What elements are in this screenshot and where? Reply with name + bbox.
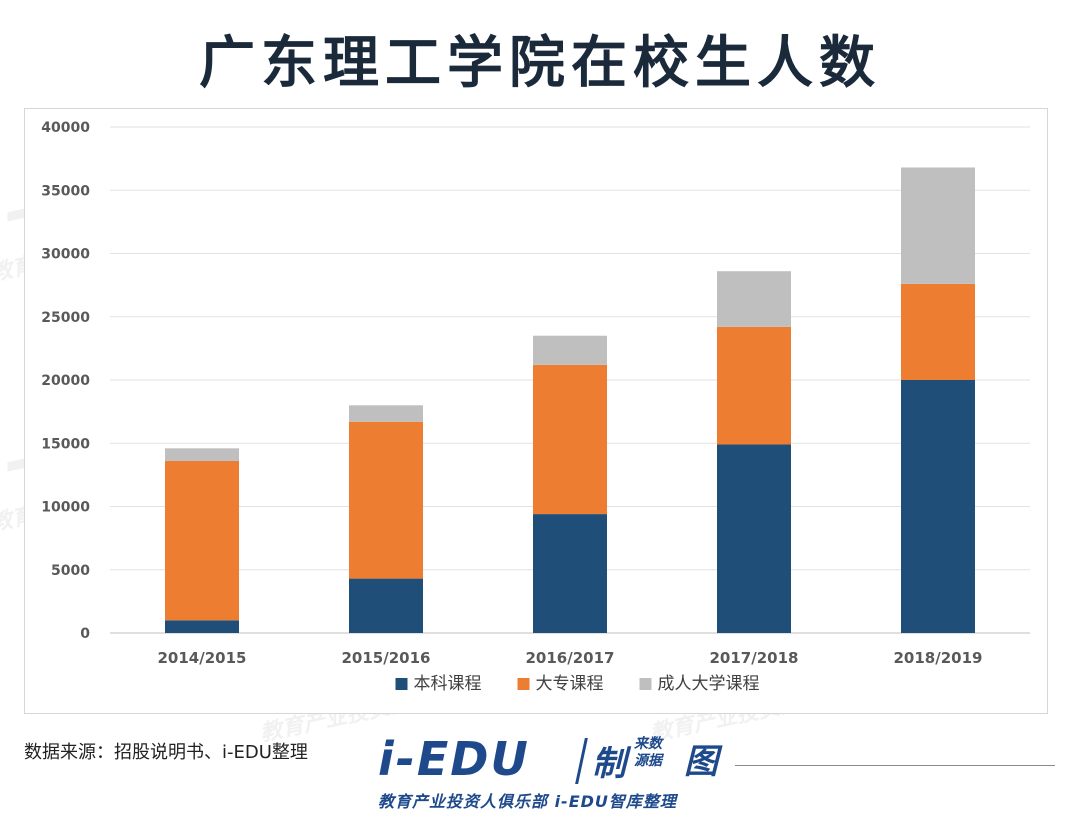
x-tick-label: 2016/2017 (526, 649, 615, 667)
bar-segment (901, 283, 975, 380)
page-title: 广东理工学院在校生人数 (199, 30, 881, 96)
logo-zhi: 制 (592, 744, 626, 784)
bar-segment (533, 514, 607, 633)
y-tick-label: 20000 (41, 373, 90, 389)
bar-segment (717, 444, 791, 633)
bar-segment (717, 271, 791, 327)
legend-label: 成人大学课程 (658, 674, 760, 694)
y-tick-label: 35000 (41, 183, 90, 199)
bar-segment (349, 421, 423, 579)
brand-logo: i-EDU 制 来数 源据 图 教育产业投资人俱乐部 i-EDU智库整理 (372, 732, 742, 818)
chart-panel: 0 5000 10000 15000 20000 25000 30000 35000 40000… (24, 108, 1048, 714)
logo-small-text: 来数 源据 (634, 736, 662, 769)
legend-swatch (517, 678, 530, 690)
logo-separator (575, 738, 588, 784)
source-note: 数据来源：招股说明书、i-EDU整理 (24, 742, 308, 763)
x-tick-label: 2015/2016 (342, 649, 431, 667)
bar-segment (165, 620, 239, 633)
legend-label: 本科课程 (414, 674, 482, 694)
bar-segment (533, 364, 607, 515)
bar-segment (901, 167, 975, 284)
bar-segment (533, 335, 607, 365)
legend-swatch (395, 678, 408, 690)
logo-subtitle: 教育产业投资人俱乐部 i-EDU智库整理 (378, 792, 677, 811)
bar-segment (901, 380, 975, 633)
legend-swatch (639, 678, 652, 690)
bar-segment (717, 326, 791, 445)
stacked-bar-chart: 0 5000 10000 15000 20000 25000 30000 35000 40000… (41, 120, 1030, 694)
y-tick-label: 25000 (41, 310, 90, 326)
y-tick-label: 40000 (41, 120, 90, 136)
y-tick-label: 0 (80, 626, 90, 642)
bar-segment (349, 405, 423, 422)
bar-segment (349, 578, 423, 633)
y-tick-label: 15000 (41, 436, 90, 452)
y-tick-label: 10000 (41, 500, 90, 516)
x-tick-label: 2017/2018 (710, 649, 799, 667)
y-tick-label: 5000 (51, 563, 90, 579)
logo-wordmark: i-EDU (378, 732, 530, 786)
logo-tu: 图 (684, 742, 718, 782)
y-tick-label: 30000 (41, 247, 90, 263)
divider (735, 765, 1055, 766)
bar-segment (165, 460, 239, 621)
bar-segment (165, 448, 239, 461)
legend-label: 大专课程 (536, 674, 604, 694)
x-tick-label: 2014/2015 (158, 649, 247, 667)
x-tick-label: 2018/2019 (894, 649, 983, 667)
